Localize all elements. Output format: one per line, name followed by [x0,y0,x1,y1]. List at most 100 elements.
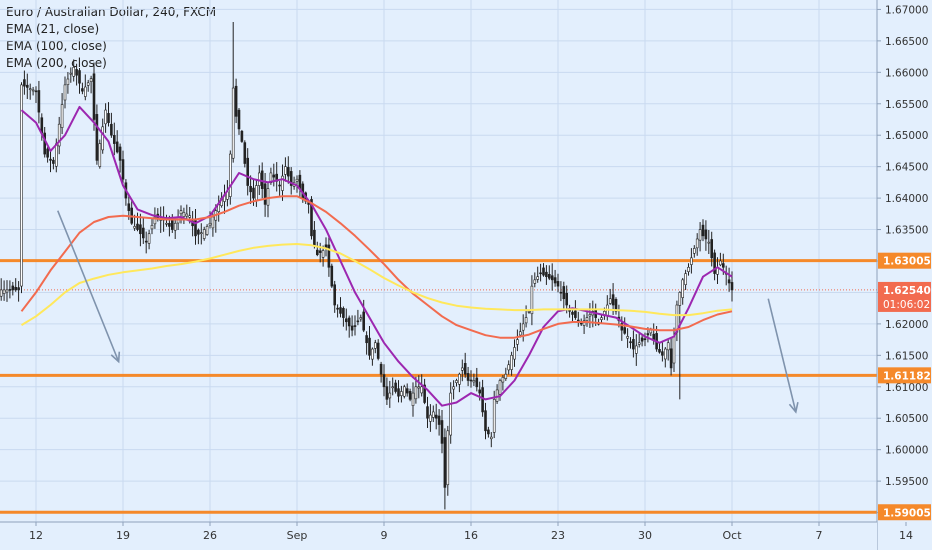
candle-up [295,178,299,182]
candle-up [179,210,183,215]
candle-down [385,386,389,400]
legend-ema100[interactable]: EMA (100, close) [6,39,107,53]
trend-arrows[interactable] [57,210,799,414]
countdown-label: 01:06:02 [883,299,930,311]
candle-up [388,392,392,399]
candle-down [443,437,447,488]
candle-up [0,289,3,297]
candle-down [426,406,429,419]
time-axis-bg [0,522,877,550]
candle-up [455,380,458,383]
price-axis[interactable]: 1.67000 1.66500 1.66000 1.65500 1.65000 1.645… [876,0,932,550]
candle-up [133,226,136,229]
candle-down [139,224,142,235]
candle-up [530,285,534,315]
time-tick-label: 9 [381,529,388,542]
chart-legend: Euro / Australian Dollar, 240, FXCM EMA … [6,4,216,72]
candle-down [17,287,20,291]
candle-up [533,279,537,284]
candle-up [501,377,505,383]
candle-up [231,87,235,159]
candle-up [663,348,667,360]
candle-up [391,386,395,389]
candle-up [452,386,455,390]
candle-up [698,229,702,241]
price-tick-label: 1.62000 [885,319,928,331]
candle-down [356,320,360,323]
candle-up [429,414,432,422]
price-tick-label: 1.63500 [885,225,928,237]
candle-down [310,199,313,237]
candle-down [49,158,52,161]
candle-down [397,388,400,397]
candle-up [684,273,687,285]
legend-ema21[interactable]: EMA (21, close) [6,22,100,36]
candle-down [632,339,635,350]
candle-up [98,143,102,167]
time-tick-label: 30 [638,529,652,542]
candle-down [701,224,705,237]
candle-down [298,174,302,189]
candle-up [516,339,519,345]
candle-down [721,263,725,268]
candle-down [365,335,368,344]
candle-up [104,109,107,125]
last-price-label: 1.62540 [883,285,931,297]
candle-down [23,79,26,87]
candle-down [547,274,551,279]
price-tick-label: 1.60000 [885,445,928,457]
candle-down [78,70,81,84]
candle-up [472,380,476,383]
candle-up [495,389,499,402]
horizontal-levels[interactable] [0,259,877,514]
price-tick-label: 1.61000 [885,382,928,394]
candle-down [25,84,29,88]
candle-down [240,130,244,142]
candle-up [182,212,186,217]
candle-up [84,86,87,97]
candle-up [510,355,513,370]
candle-down [278,184,281,187]
legend-ema200[interactable]: EMA (200, close) [6,56,107,70]
candle-up [692,248,696,254]
candle-up [202,229,206,239]
candle-down [423,384,426,403]
candle-down [263,183,267,205]
candle-up [173,222,177,231]
candle-down [727,279,731,284]
candle-down [658,349,661,353]
candle-down [710,239,714,259]
candle-down [107,113,110,123]
candle-up [431,411,435,418]
time-axis[interactable]: 12 19 26 Sep 9 16 23 30 Oct 7 14 [0,521,913,550]
candle-up [649,329,653,334]
candle-down [14,287,17,291]
legend-title[interactable]: Euro / Australian Dollar, 240, FXCM [6,5,217,19]
candle-down [629,341,632,344]
candle-up [255,185,258,201]
candle-down [81,88,84,92]
candle-down [289,171,293,186]
candle-up [72,66,75,77]
candle-down [260,170,264,189]
candle-up [200,232,203,234]
candle-down [327,244,331,268]
price-tick-label: 1.64500 [885,162,928,174]
candle-up [205,226,209,235]
candle-down [466,373,470,381]
candle-up [284,166,287,175]
candle-down [95,114,99,161]
candle-up [582,320,586,326]
candle-down [121,159,125,180]
time-tick-label: 7 [816,529,823,542]
candle-up [321,250,325,258]
candle-up [229,153,232,197]
candle-up [211,216,215,229]
candle-down [144,240,148,243]
candle-up [208,222,212,226]
candle-down [347,317,351,327]
candle-up [695,238,699,249]
level-price-tag [878,252,931,269]
candle-up [524,317,528,324]
